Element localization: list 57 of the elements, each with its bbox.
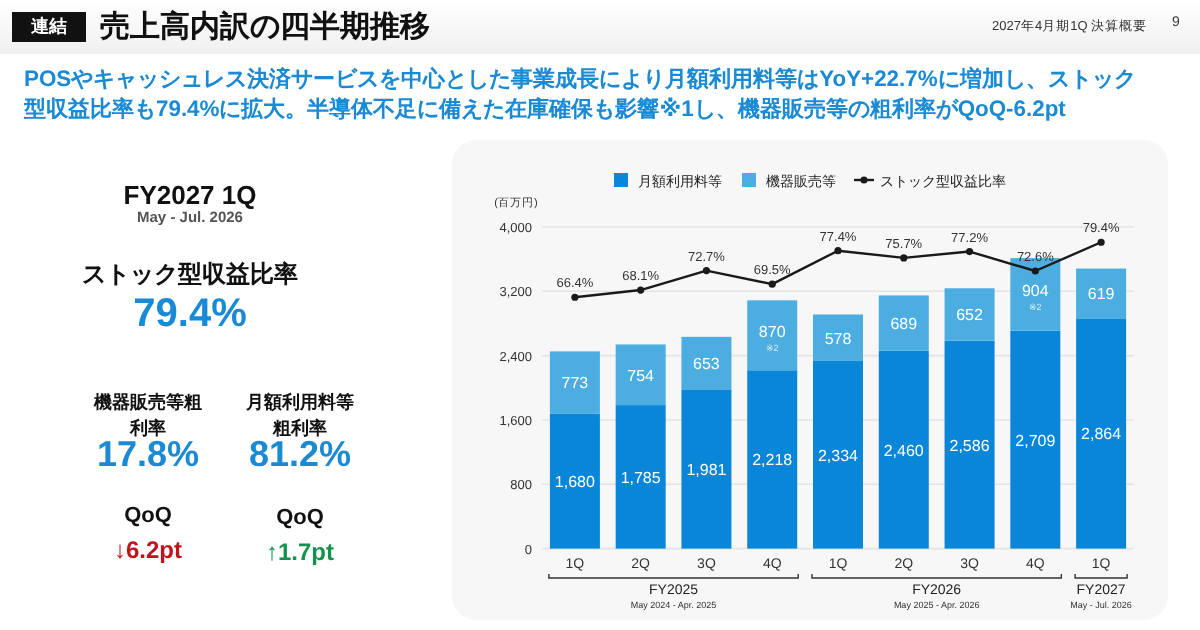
annotation: ↓6.2pt bbox=[111, 536, 184, 564]
bar bbox=[549, 351, 600, 414]
bar bbox=[1076, 268, 1127, 319]
data-label: 2,586 bbox=[949, 436, 991, 455]
bar bbox=[878, 350, 929, 549]
annotation: 機器販売等粗利率 bbox=[94, 390, 202, 440]
annotation: FY2027 1Q bbox=[121, 180, 259, 210]
point bbox=[702, 266, 711, 275]
bar bbox=[1076, 318, 1127, 549]
bar bbox=[681, 389, 732, 549]
point bbox=[965, 247, 974, 256]
data-label: 1,981 bbox=[686, 460, 728, 479]
annotation: 連結 bbox=[12, 12, 86, 42]
subtitle: POSやキャッシュレス決済サービスを中心とした事業成長により月額利用料等はYoY+22.7%に増加し、ストック型収益比率も79.4%に拡大。半導体不足に備えた在庫確保も影響※1し、機器販売等の粗利率がQoQ-6.2pt bbox=[24, 66, 1138, 126]
annotation: 79.4% bbox=[131, 292, 249, 338]
bar bbox=[813, 314, 863, 361]
annotation: QoQ bbox=[274, 506, 326, 530]
point bbox=[900, 254, 908, 262]
bar bbox=[615, 344, 666, 406]
annotation: QoQ bbox=[122, 504, 174, 528]
annotation: 月額利用料等粗利率 bbox=[244, 390, 356, 440]
data-label: 773 bbox=[561, 374, 590, 393]
bar bbox=[747, 370, 798, 549]
point bbox=[834, 247, 842, 255]
point bbox=[768, 280, 776, 288]
data-label: 689 bbox=[890, 315, 919, 334]
point bbox=[1031, 267, 1039, 275]
bar bbox=[813, 360, 863, 549]
point bbox=[571, 293, 579, 301]
point bbox=[1097, 238, 1105, 246]
bar bbox=[878, 295, 929, 351]
data-label: 2,460 bbox=[883, 441, 925, 460]
bar bbox=[747, 300, 798, 371]
data-label: 2,709 bbox=[1015, 431, 1057, 450]
data-label: 578 bbox=[824, 329, 853, 348]
annotation: ↑1.7pt bbox=[263, 538, 336, 566]
bar bbox=[549, 413, 600, 549]
data-label: 754 bbox=[627, 366, 656, 385]
data-label: 652 bbox=[956, 306, 984, 325]
bar bbox=[944, 340, 995, 549]
annotation: ストック型収益比率 bbox=[80, 258, 300, 292]
bar bbox=[681, 336, 732, 390]
data-label: 2,864 bbox=[1081, 425, 1123, 444]
data-label: 653 bbox=[693, 355, 721, 374]
annotation: 81.2% bbox=[246, 434, 354, 476]
annotation: 17.8% bbox=[94, 434, 202, 476]
bar bbox=[615, 405, 666, 549]
point bbox=[637, 286, 645, 294]
data-label: 2,334 bbox=[817, 446, 860, 465]
data-label: 2,218 bbox=[752, 451, 794, 470]
bar bbox=[1010, 330, 1061, 549]
data-label: 1,680 bbox=[554, 473, 596, 492]
data-label: 619 bbox=[1087, 285, 1116, 304]
bar bbox=[1010, 258, 1061, 331]
data-label: 1,785 bbox=[620, 468, 662, 487]
title: 売上高内訳の四半期推移 bbox=[100, 8, 430, 46]
bar bbox=[944, 288, 995, 341]
